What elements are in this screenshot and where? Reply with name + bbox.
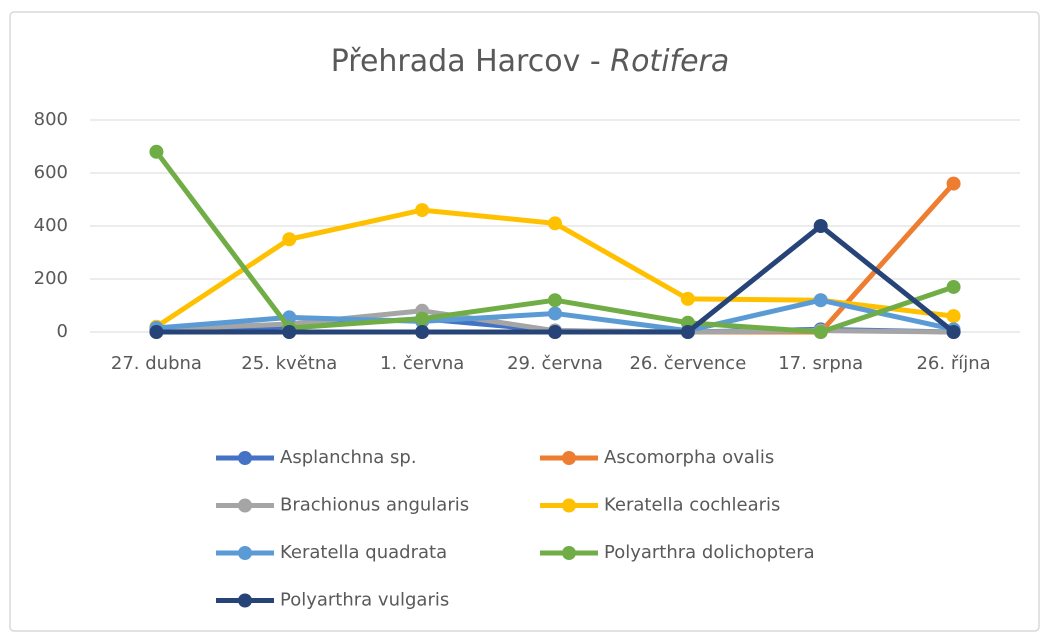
point: [548, 293, 562, 308]
point: [149, 144, 164, 159]
legend-label: Brachionus angularis: [280, 495, 469, 516]
legend-marker: [562, 498, 576, 513]
point: [946, 176, 961, 191]
point: [813, 219, 828, 233]
x-tick-label: 29. června: [507, 353, 603, 374]
point: [813, 325, 828, 339]
x-tick-label: 26. července: [629, 353, 746, 374]
point: [680, 325, 695, 339]
y-tick-label: 200: [34, 268, 68, 289]
y-tick-label: 600: [34, 162, 68, 183]
chart-title: Přehrada Harcov - Rotifera: [331, 44, 730, 79]
point: [548, 325, 562, 339]
point: [415, 325, 430, 339]
legend-marker: [238, 451, 252, 465]
point: [946, 309, 961, 324]
title-text: Přehrada Harcov -: [331, 44, 611, 79]
point: [680, 291, 695, 306]
x-tick-label: 26. října: [916, 353, 990, 374]
point: [282, 325, 297, 339]
legend-marker: [238, 546, 252, 560]
legend-marker: [562, 451, 576, 465]
point: [548, 306, 562, 321]
x-tick-label: 25. května: [241, 353, 337, 374]
point: [149, 325, 164, 339]
title-italic: Rotifera: [610, 44, 729, 79]
point: [282, 232, 297, 247]
point: [813, 293, 828, 308]
legend-marker: [562, 546, 576, 560]
y-tick-label: 400: [34, 215, 68, 236]
point: [946, 279, 961, 294]
legend-marker: [238, 498, 252, 513]
legend-label: Keratella cochlearis: [604, 495, 780, 516]
y-tick-label: 0: [57, 321, 68, 342]
x-tick-label: 1. června: [380, 353, 464, 374]
legend-label: Keratella quadrata: [280, 542, 447, 563]
point: [946, 325, 961, 339]
point: [415, 203, 430, 218]
y-tick-label: 800: [34, 109, 68, 130]
point: [415, 311, 430, 326]
chart-border: [9, 11, 1040, 632]
x-tick-label: 27. dubna: [111, 353, 202, 374]
legend-label: Polyarthra vulgaris: [280, 590, 449, 611]
legend-label: Ascomorpha ovalis: [604, 447, 774, 468]
x-tick-label: 17. srpna: [778, 353, 863, 374]
point: [548, 216, 562, 231]
legend-label: Asplanchna sp.: [280, 447, 417, 468]
legend-label: Polyarthra dolichoptera: [604, 542, 815, 563]
legend-marker: [238, 593, 252, 608]
